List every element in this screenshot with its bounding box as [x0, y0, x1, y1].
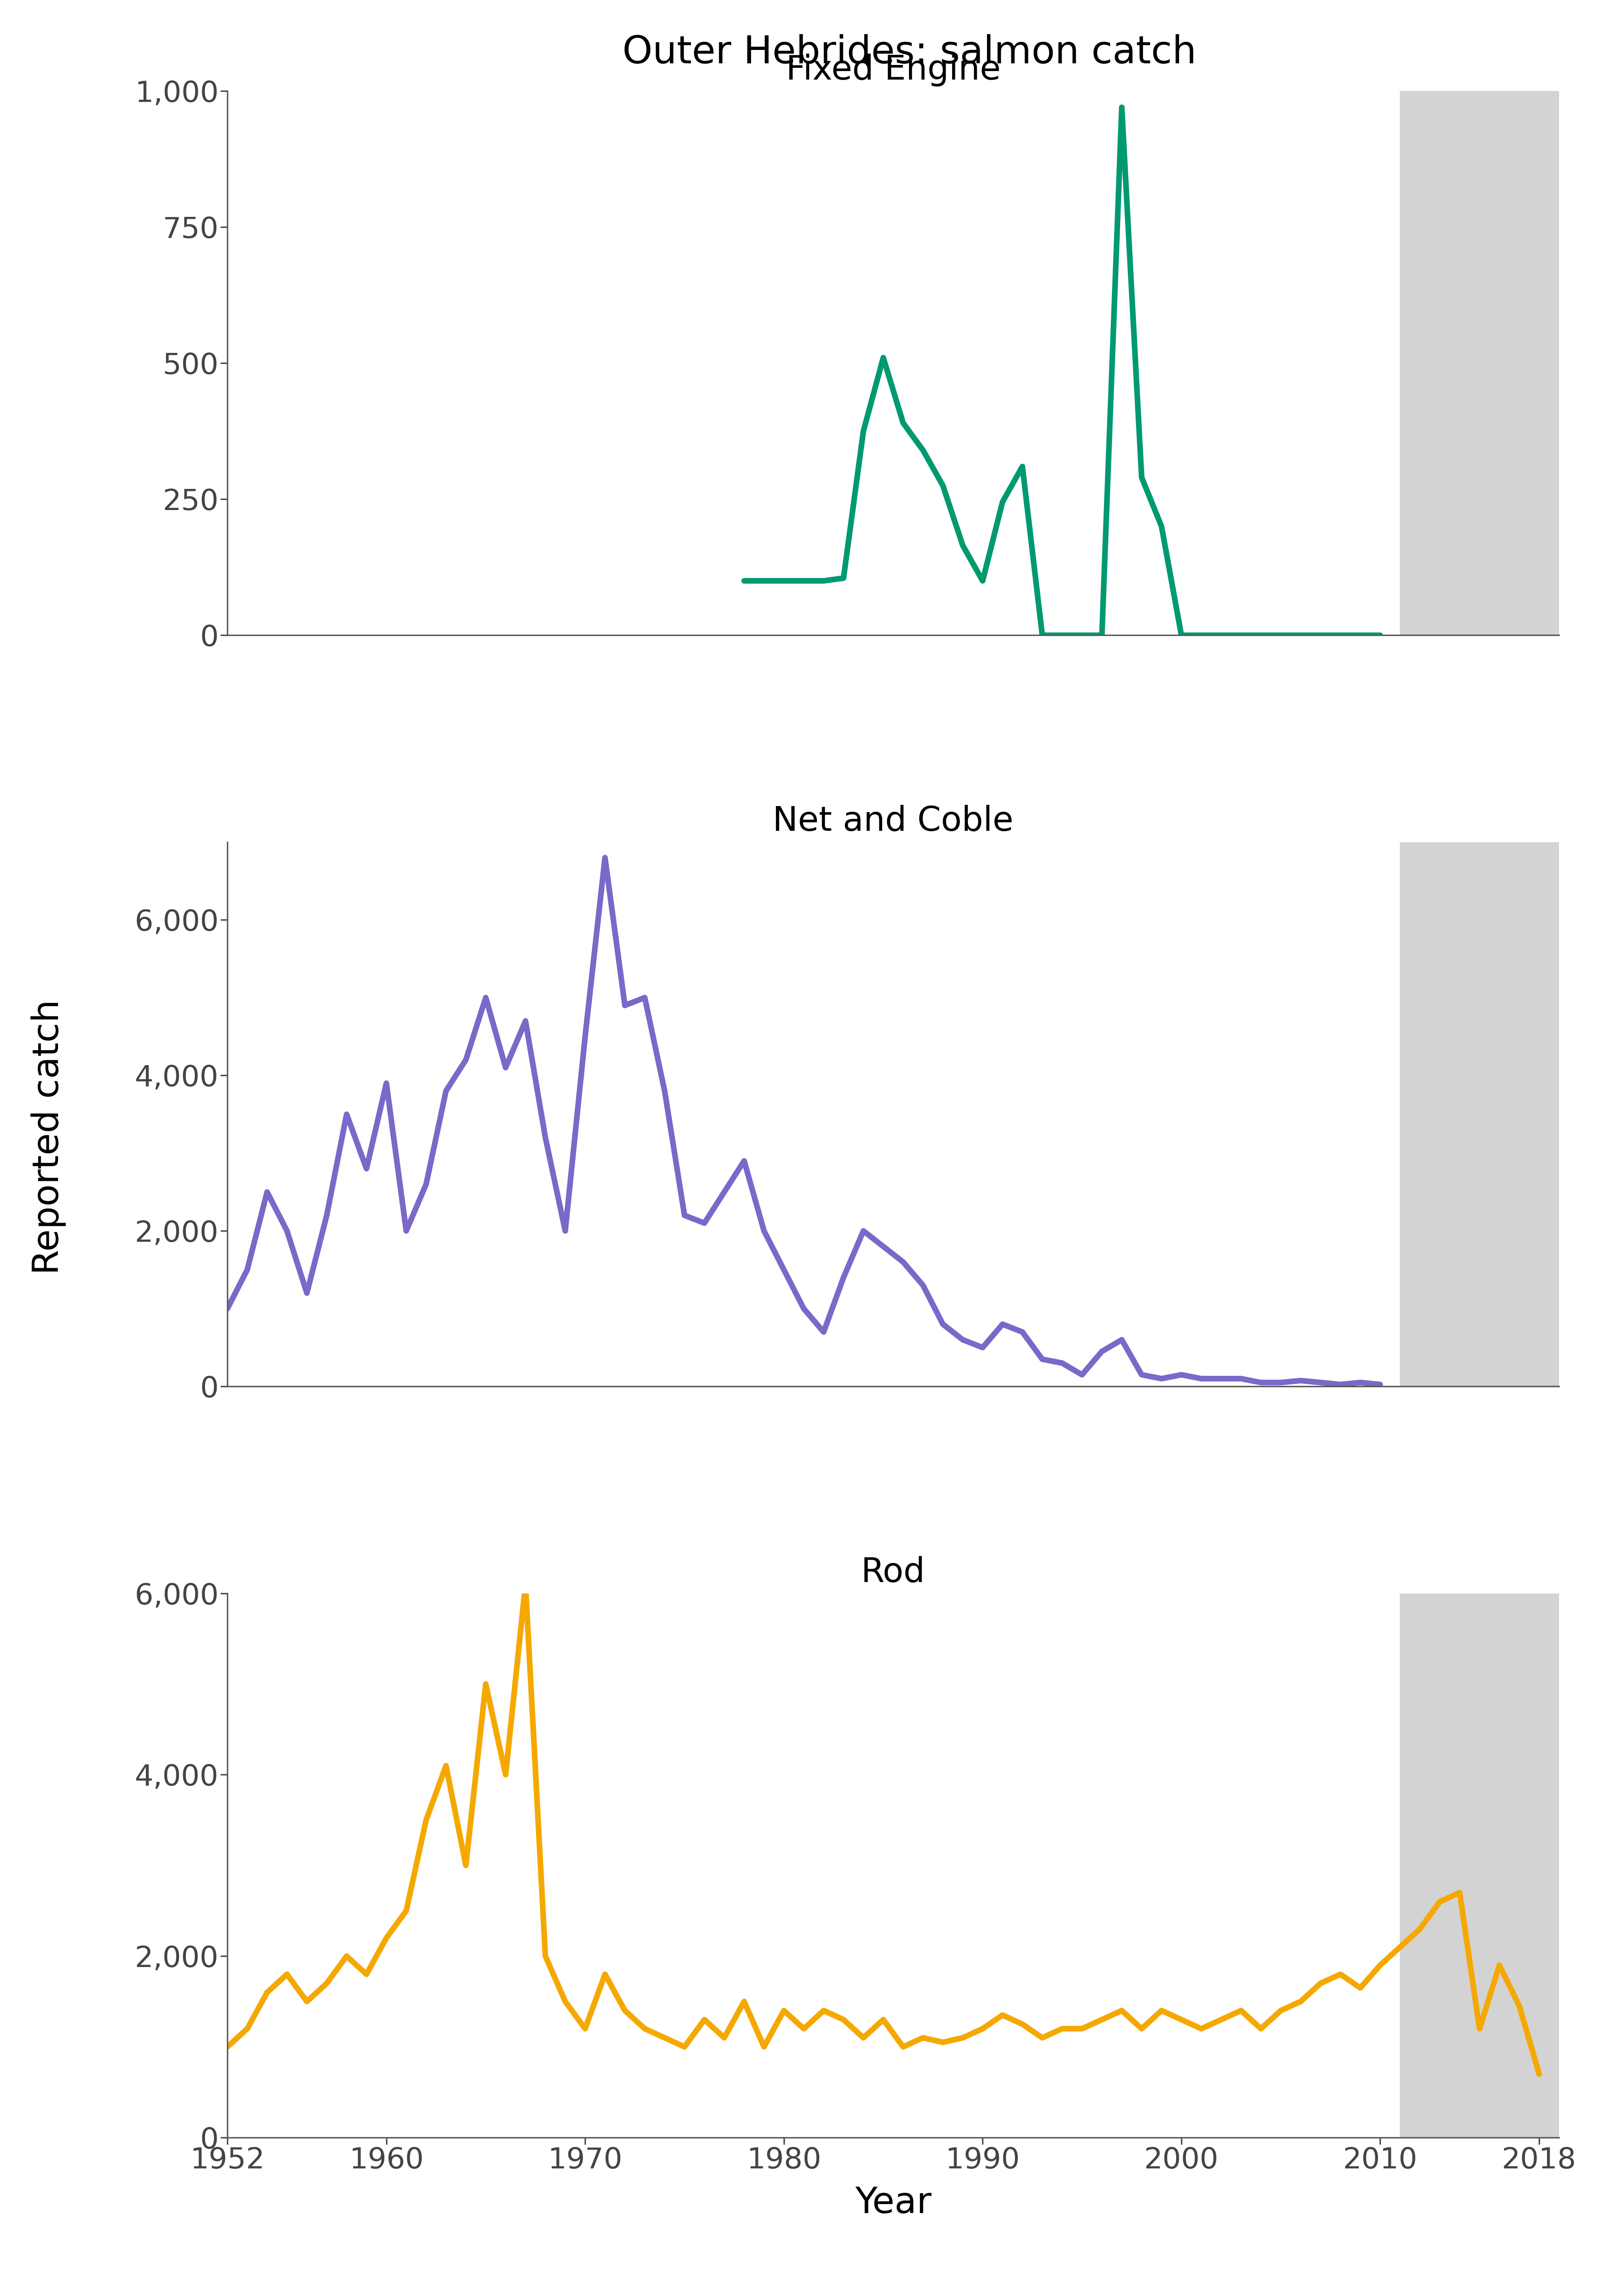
Title: Rod: Rod: [861, 1555, 926, 1590]
Title: Fixed Engine: Fixed Engine: [786, 55, 1000, 86]
Title: Net and Coble: Net and Coble: [773, 805, 1013, 837]
Bar: [1400, 1594, 1559, 2138]
X-axis label: Year: Year: [854, 2185, 932, 2222]
Bar: [1400, 841, 1559, 1387]
Text: Reported catch: Reported catch: [31, 998, 67, 1276]
Bar: [1400, 91, 1559, 634]
Text: Outer Hebrides: salmon catch: Outer Hebrides: salmon catch: [622, 34, 1197, 70]
